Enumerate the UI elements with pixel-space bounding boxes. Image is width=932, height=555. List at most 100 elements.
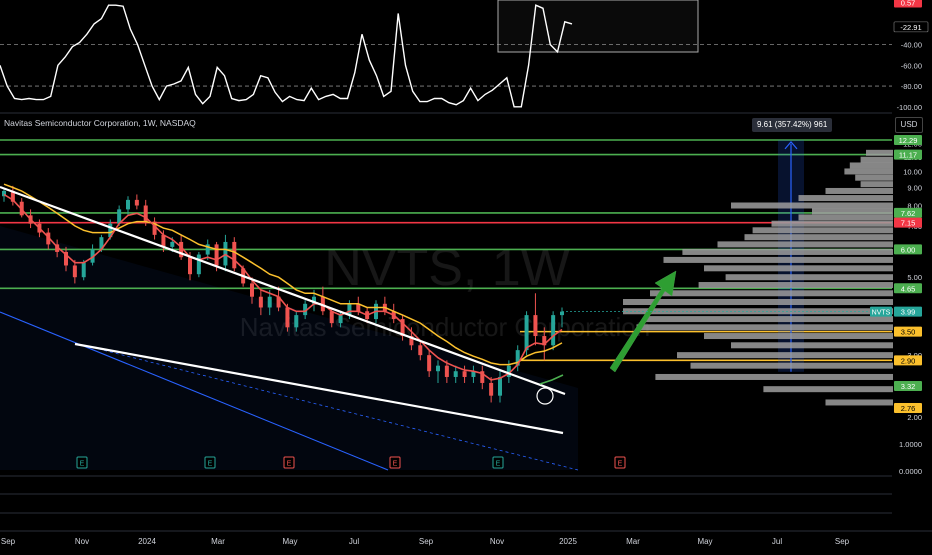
volume-profile-bar bbox=[731, 342, 893, 349]
candle bbox=[427, 350, 432, 377]
price-label-text: 7.62 bbox=[901, 209, 916, 218]
currency-button[interactable]: USD bbox=[895, 117, 923, 133]
candle-body bbox=[285, 307, 290, 328]
candle-body bbox=[551, 315, 556, 346]
oscillator-tick-label: -22.91 bbox=[900, 23, 921, 32]
candle-body bbox=[232, 241, 237, 269]
candle bbox=[90, 244, 95, 266]
volume-profile-bar bbox=[623, 299, 893, 306]
time-tick-label: Mar bbox=[211, 537, 225, 546]
volume-profile-bar bbox=[825, 399, 893, 406]
volume-profile-bar bbox=[725, 274, 893, 281]
volume-profile-bar bbox=[860, 156, 893, 163]
price-tick-label: 2.00 bbox=[907, 413, 922, 422]
candle bbox=[250, 277, 254, 304]
candle-body bbox=[81, 262, 86, 278]
price-label-tag bbox=[894, 306, 922, 317]
time-tick-label: Sep bbox=[835, 537, 850, 546]
candle bbox=[400, 315, 405, 341]
candle-body bbox=[436, 365, 440, 372]
candle-body bbox=[46, 232, 51, 245]
chart-header-title: Navitas Semiconductor Corporation, 1W, N… bbox=[4, 118, 196, 128]
price-tick-label: 1.0000 bbox=[899, 440, 922, 449]
price-label-tag bbox=[894, 326, 922, 337]
candle-body bbox=[205, 244, 210, 255]
lower-channel-line bbox=[74, 342, 564, 435]
price-label-tag bbox=[894, 217, 922, 228]
earnings-marker-label: E bbox=[208, 461, 213, 468]
volume-profile-bar bbox=[812, 208, 893, 215]
time-tick-label: 2025 bbox=[559, 537, 577, 546]
price-label-text: 4.65 bbox=[901, 284, 916, 293]
candle bbox=[489, 376, 494, 403]
volume-profile-bar bbox=[855, 174, 893, 181]
ema-slow-line bbox=[3, 183, 563, 366]
volume-profile-bar bbox=[704, 265, 893, 272]
volume-profile-bar bbox=[704, 333, 893, 340]
volume-profile-bar bbox=[655, 373, 893, 380]
candle bbox=[258, 289, 263, 316]
volume-profile-bar bbox=[682, 248, 893, 255]
price-label-tag bbox=[894, 283, 922, 294]
candle bbox=[498, 371, 502, 403]
volume-profile-bar bbox=[844, 168, 893, 175]
candle-body bbox=[64, 251, 68, 266]
earnings-marker bbox=[389, 456, 401, 469]
candle-body bbox=[453, 371, 458, 377]
oscillator-pane bbox=[0, 0, 892, 114]
candle-body bbox=[338, 315, 343, 324]
volume-profile-bar bbox=[690, 362, 893, 369]
candle bbox=[303, 300, 308, 320]
candle bbox=[294, 311, 299, 332]
candle-body bbox=[489, 382, 494, 396]
volume-profile-bar bbox=[763, 386, 893, 393]
candle-body bbox=[347, 303, 352, 316]
price-tick-label: 8.00 bbox=[907, 202, 922, 211]
oscillator-tick-label: -60.00 bbox=[901, 61, 922, 70]
volume-profile-bar bbox=[849, 162, 893, 169]
time-tick-label: Mar bbox=[626, 537, 640, 546]
candle-body bbox=[560, 311, 564, 316]
measure-arrowhead bbox=[784, 140, 798, 150]
volume-profile-bar bbox=[798, 195, 893, 202]
candle-body bbox=[126, 199, 130, 210]
candle bbox=[232, 237, 237, 272]
candle-body bbox=[134, 199, 139, 206]
oscillator-value-tag bbox=[894, 0, 922, 8]
volume-profile-bar bbox=[752, 227, 893, 234]
candle bbox=[471, 365, 476, 383]
candle-body bbox=[152, 221, 157, 235]
candle bbox=[55, 239, 60, 258]
candle-body bbox=[356, 303, 361, 312]
candle-body bbox=[179, 241, 184, 258]
price-label-text: 2.90 bbox=[901, 356, 916, 365]
candle-body bbox=[72, 265, 77, 278]
earnings-marker bbox=[492, 456, 504, 469]
candle-body bbox=[329, 311, 334, 324]
candle-body bbox=[267, 296, 272, 308]
price-label-text: 3.32 bbox=[901, 382, 916, 391]
candle bbox=[444, 360, 449, 383]
oscillator-tick-label: -80.00 bbox=[901, 82, 922, 91]
candle-body bbox=[542, 336, 547, 346]
oscillator-tick-label: 0.57 bbox=[901, 0, 916, 8]
candle bbox=[453, 365, 458, 383]
price-label-text: 2.76 bbox=[901, 404, 916, 413]
earnings-marker-label: E bbox=[618, 461, 623, 468]
breakout-mark bbox=[539, 374, 564, 385]
symbol-tag bbox=[870, 306, 892, 317]
candle-body bbox=[258, 296, 263, 308]
earnings-marker-label: E bbox=[287, 461, 292, 468]
candle-body bbox=[117, 209, 122, 224]
candle-body bbox=[294, 315, 299, 328]
oscillator-tick-label: -100.00 bbox=[897, 103, 922, 112]
candle-body bbox=[250, 283, 254, 297]
price-tick-label: 9.00 bbox=[907, 184, 922, 193]
symbol-tag-text: NVTS bbox=[872, 310, 891, 317]
candle-body bbox=[506, 365, 511, 377]
candle bbox=[338, 311, 343, 328]
volume-profile-bar bbox=[744, 234, 893, 241]
candle bbox=[134, 194, 139, 210]
